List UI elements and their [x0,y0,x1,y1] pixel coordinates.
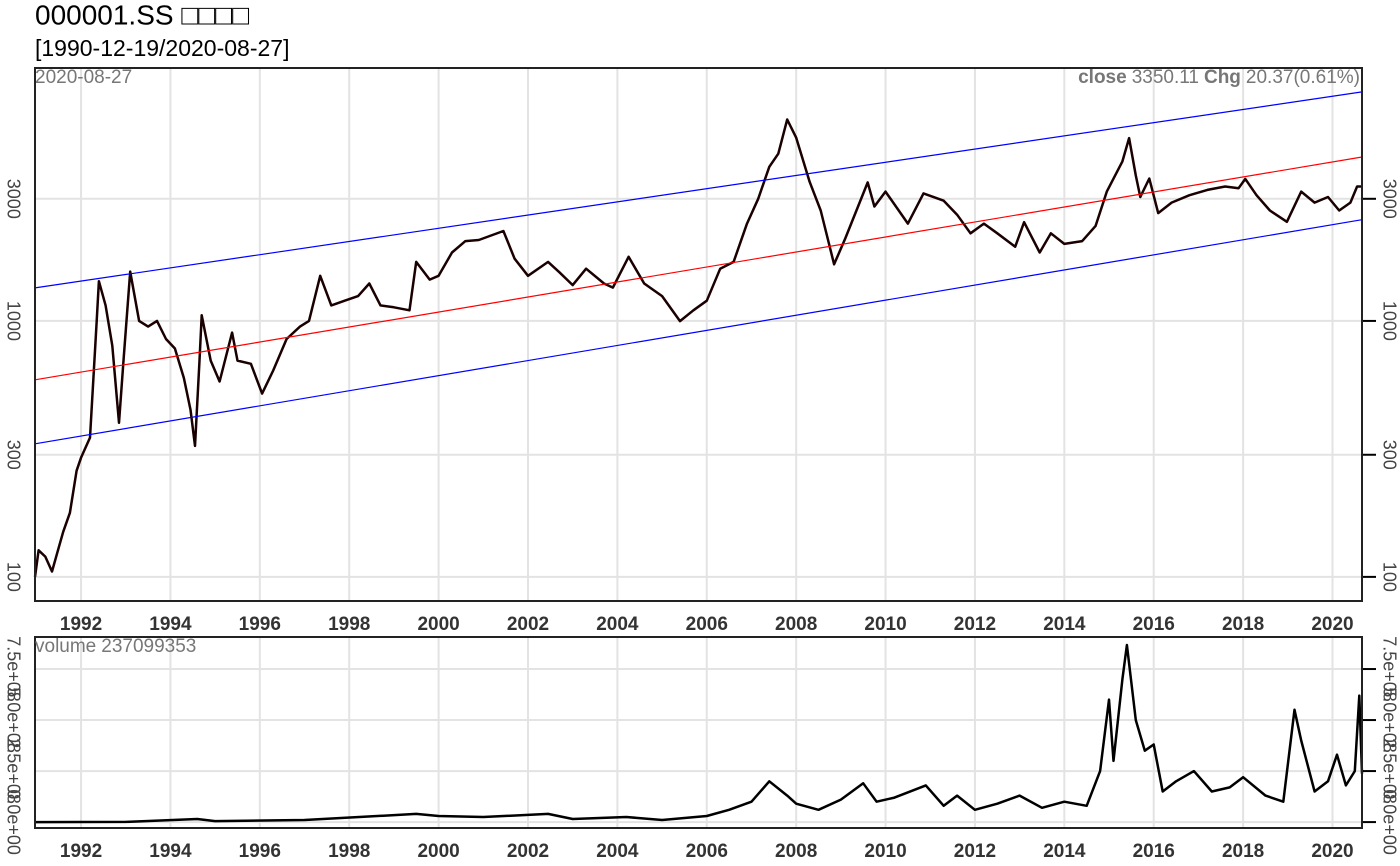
x-tick-label: 2010 [864,841,906,862]
x-tick-label: 2008 [775,614,817,635]
plot-layer: 1992 1994 1996 1998 2000 2002 2004 2006 2008 2010… [3,67,1399,862]
panel-background [35,637,1362,828]
chg-value: 20.37(0.61%) [1246,67,1360,88]
x-tick-label: 2012 [954,614,996,635]
y-tick-label: 300 [3,440,23,470]
y-tick-label: 0.0e+00 [3,789,23,855]
x-tick-label: 1992 [60,841,102,862]
x-tick-label: 2006 [686,841,728,862]
y-tick-label: 3000 [3,179,23,219]
x-tick-label: 2004 [596,841,639,862]
close-label: close [1078,67,1127,88]
x-tick-label: 2008 [775,841,817,862]
y-tick-label: 0.0e+00 [1379,789,1399,855]
x-tick-label: 2002 [507,614,549,635]
x-tick-label: 1998 [328,841,370,862]
x-tick-label: 2020 [1311,841,1353,862]
x-tick-label: 1996 [239,841,281,862]
x-tick-label: 1998 [328,614,370,635]
volume-name: volume [35,636,96,657]
x-tick-label: 2006 [686,614,728,635]
trend-line [34,219,1363,445]
x-tick-label: 1992 [60,614,102,635]
y-tick-label: 2.5e+08 [1379,738,1399,804]
x-tick-label: 1994 [149,841,192,862]
y-tick-label: 1000 [3,301,23,341]
y-tick-label: 1000 [1379,301,1399,341]
volume-label: volume 237099353 [35,636,196,657]
x-tick-label: 2000 [417,841,459,862]
x-tick-label: 2000 [417,614,459,635]
x-tick-label: 2004 [596,614,639,635]
trend-line [34,91,1363,289]
close-value: 3350.11 [1132,67,1199,88]
price-line [33,118,1362,578]
x-tick-label: 2012 [954,841,996,862]
x-tick-label: 2010 [864,614,906,635]
trend-line [34,156,1363,381]
y-tick-label: 7.5e+08 [1379,636,1399,702]
chart-subtitle: [1990-12-19/2020-08-27] [35,35,289,61]
x-tick-label: 2018 [1222,841,1264,862]
x-tick-label: 1994 [149,614,192,635]
y-tick-label: 3000 [1379,179,1399,219]
x-tick-label: 2014 [1043,841,1086,862]
date-label: 2020-08-27 [35,67,132,88]
panel-background [35,68,1362,601]
x-tick-label: 2002 [507,841,549,862]
x-tick-label: 1996 [239,614,281,635]
y-tick-label: 300 [1379,440,1399,470]
panel-frame [34,636,1363,829]
y-tick-label: 100 [1379,562,1399,592]
price-line [34,643,1364,824]
x-tick-label: 2018 [1222,614,1264,635]
chart-title: 000001.SS □□□□ [35,0,249,30]
x-tick-label: 2016 [1133,841,1175,862]
panel-frame [34,67,1363,602]
volume-value: 237099353 [101,636,196,657]
y-tick-label: 7.5e+08 [3,636,23,702]
x-tick-label: 2014 [1043,614,1086,635]
x-tick-label: 2016 [1133,614,1175,635]
y-tick-label: 100 [3,562,23,592]
chg-label: Chg [1204,67,1241,88]
y-tick-label: 5.0e+08 [1379,687,1399,753]
price-info: close 3350.11 Chg 20.37(0.61%) [1078,67,1360,88]
x-tick-label: 2020 [1311,614,1353,635]
y-tick-label: 5.0e+08 [3,687,23,753]
y-tick-label: 2.5e+08 [3,738,23,804]
